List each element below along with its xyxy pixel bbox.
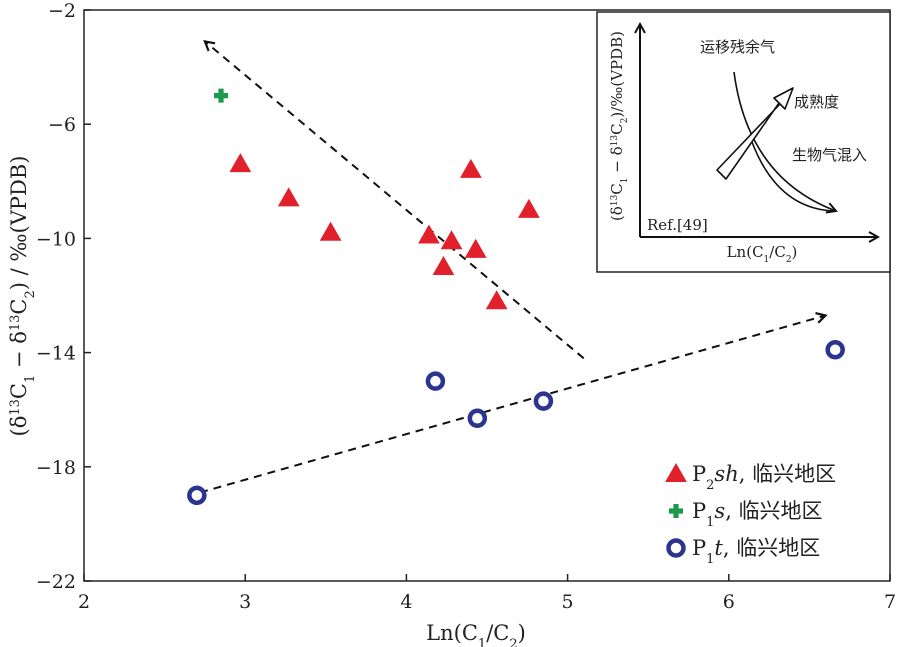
y-tick-label: −22 bbox=[36, 571, 76, 593]
data-point-layer bbox=[187, 88, 845, 506]
data-point-p2sh bbox=[432, 255, 455, 275]
x-tick-label: 5 bbox=[562, 591, 574, 613]
legend-marker-p1t bbox=[666, 538, 686, 558]
data-point-p2sh bbox=[460, 158, 482, 178]
data-point-p1t bbox=[187, 485, 207, 506]
x-tick-label: 7 bbox=[884, 591, 896, 613]
data-point-p1t bbox=[467, 408, 488, 429]
legend-label-p1s: P1s, 临兴地区 bbox=[692, 499, 823, 530]
plot-frame bbox=[83, 9, 891, 582]
x-axis-label: Ln(C1/C2) bbox=[426, 621, 526, 647]
inset-label-maturity: 成熟度 bbox=[794, 93, 839, 111]
y-tick-label: −2 bbox=[48, 0, 76, 22]
y-tick-label: −6 bbox=[48, 114, 76, 136]
data-point-p2sh bbox=[319, 221, 342, 241]
legend: P2sh, 临兴地区 P1s, 临兴地区 P1t, 临兴地区 bbox=[665, 462, 836, 567]
data-point-p2sh bbox=[440, 230, 463, 250]
x-tick-label: 4 bbox=[400, 591, 412, 613]
inset-label-migration-residual-gas: 运移残余气 bbox=[700, 38, 775, 56]
inset-reference: Ref.[49] bbox=[647, 216, 708, 234]
inset-panel: (δ13C1 − δ13C2)/‰(VPDB) Ln(C1/C2) Ref.[4… bbox=[596, 11, 891, 273]
legend-marker-p1s bbox=[669, 504, 683, 518]
y-tick-label: −18 bbox=[36, 457, 76, 479]
y-tick-label: −14 bbox=[36, 343, 76, 365]
x-tick-label: 2 bbox=[78, 591, 90, 613]
y-tick-label: −10 bbox=[36, 228, 76, 250]
inset-x-axis-label: Ln(C1/C2) bbox=[727, 243, 798, 265]
inset-maturity-arrow bbox=[716, 87, 794, 180]
x-tick-label: 6 bbox=[723, 591, 735, 613]
inset-curve-biogas bbox=[751, 141, 837, 212]
trend-arrow bbox=[199, 315, 825, 494]
trend-arrow bbox=[205, 41, 585, 360]
data-point-p1t bbox=[533, 391, 554, 411]
tick-layer: 2 3 4 5 6 7 −2 −6 −10 −14 −18 −22 bbox=[36, 0, 896, 613]
y-axis-label: (δ13C1 − δ13C2) / ‰(VPDB) bbox=[7, 156, 38, 437]
data-point-p2sh bbox=[485, 290, 508, 310]
inset-curve-migration bbox=[733, 71, 836, 211]
data-point-p2sh bbox=[229, 153, 252, 173]
data-point-p1t bbox=[425, 371, 446, 391]
x-tick-label: 3 bbox=[239, 591, 251, 613]
data-point-p2sh bbox=[518, 198, 540, 218]
data-point-p1t bbox=[825, 339, 845, 360]
inset-label-biogas-mixing: 生物气混入 bbox=[792, 146, 867, 164]
legend-marker-p2sh bbox=[665, 462, 687, 482]
legend-label-p1t: P1t, 临兴地区 bbox=[692, 536, 820, 567]
legend-label-p2sh: P2sh, 临兴地区 bbox=[692, 462, 836, 493]
trend-arrow-layer bbox=[199, 41, 825, 494]
data-point-p2sh bbox=[418, 224, 440, 244]
data-point-p2sh bbox=[277, 187, 300, 207]
inset-y-axis-label: (δ13C1 − δ13C2)/‰(VPDB) bbox=[608, 31, 630, 221]
data-point-p2sh bbox=[464, 238, 487, 258]
data-point-p1s bbox=[214, 88, 229, 103]
